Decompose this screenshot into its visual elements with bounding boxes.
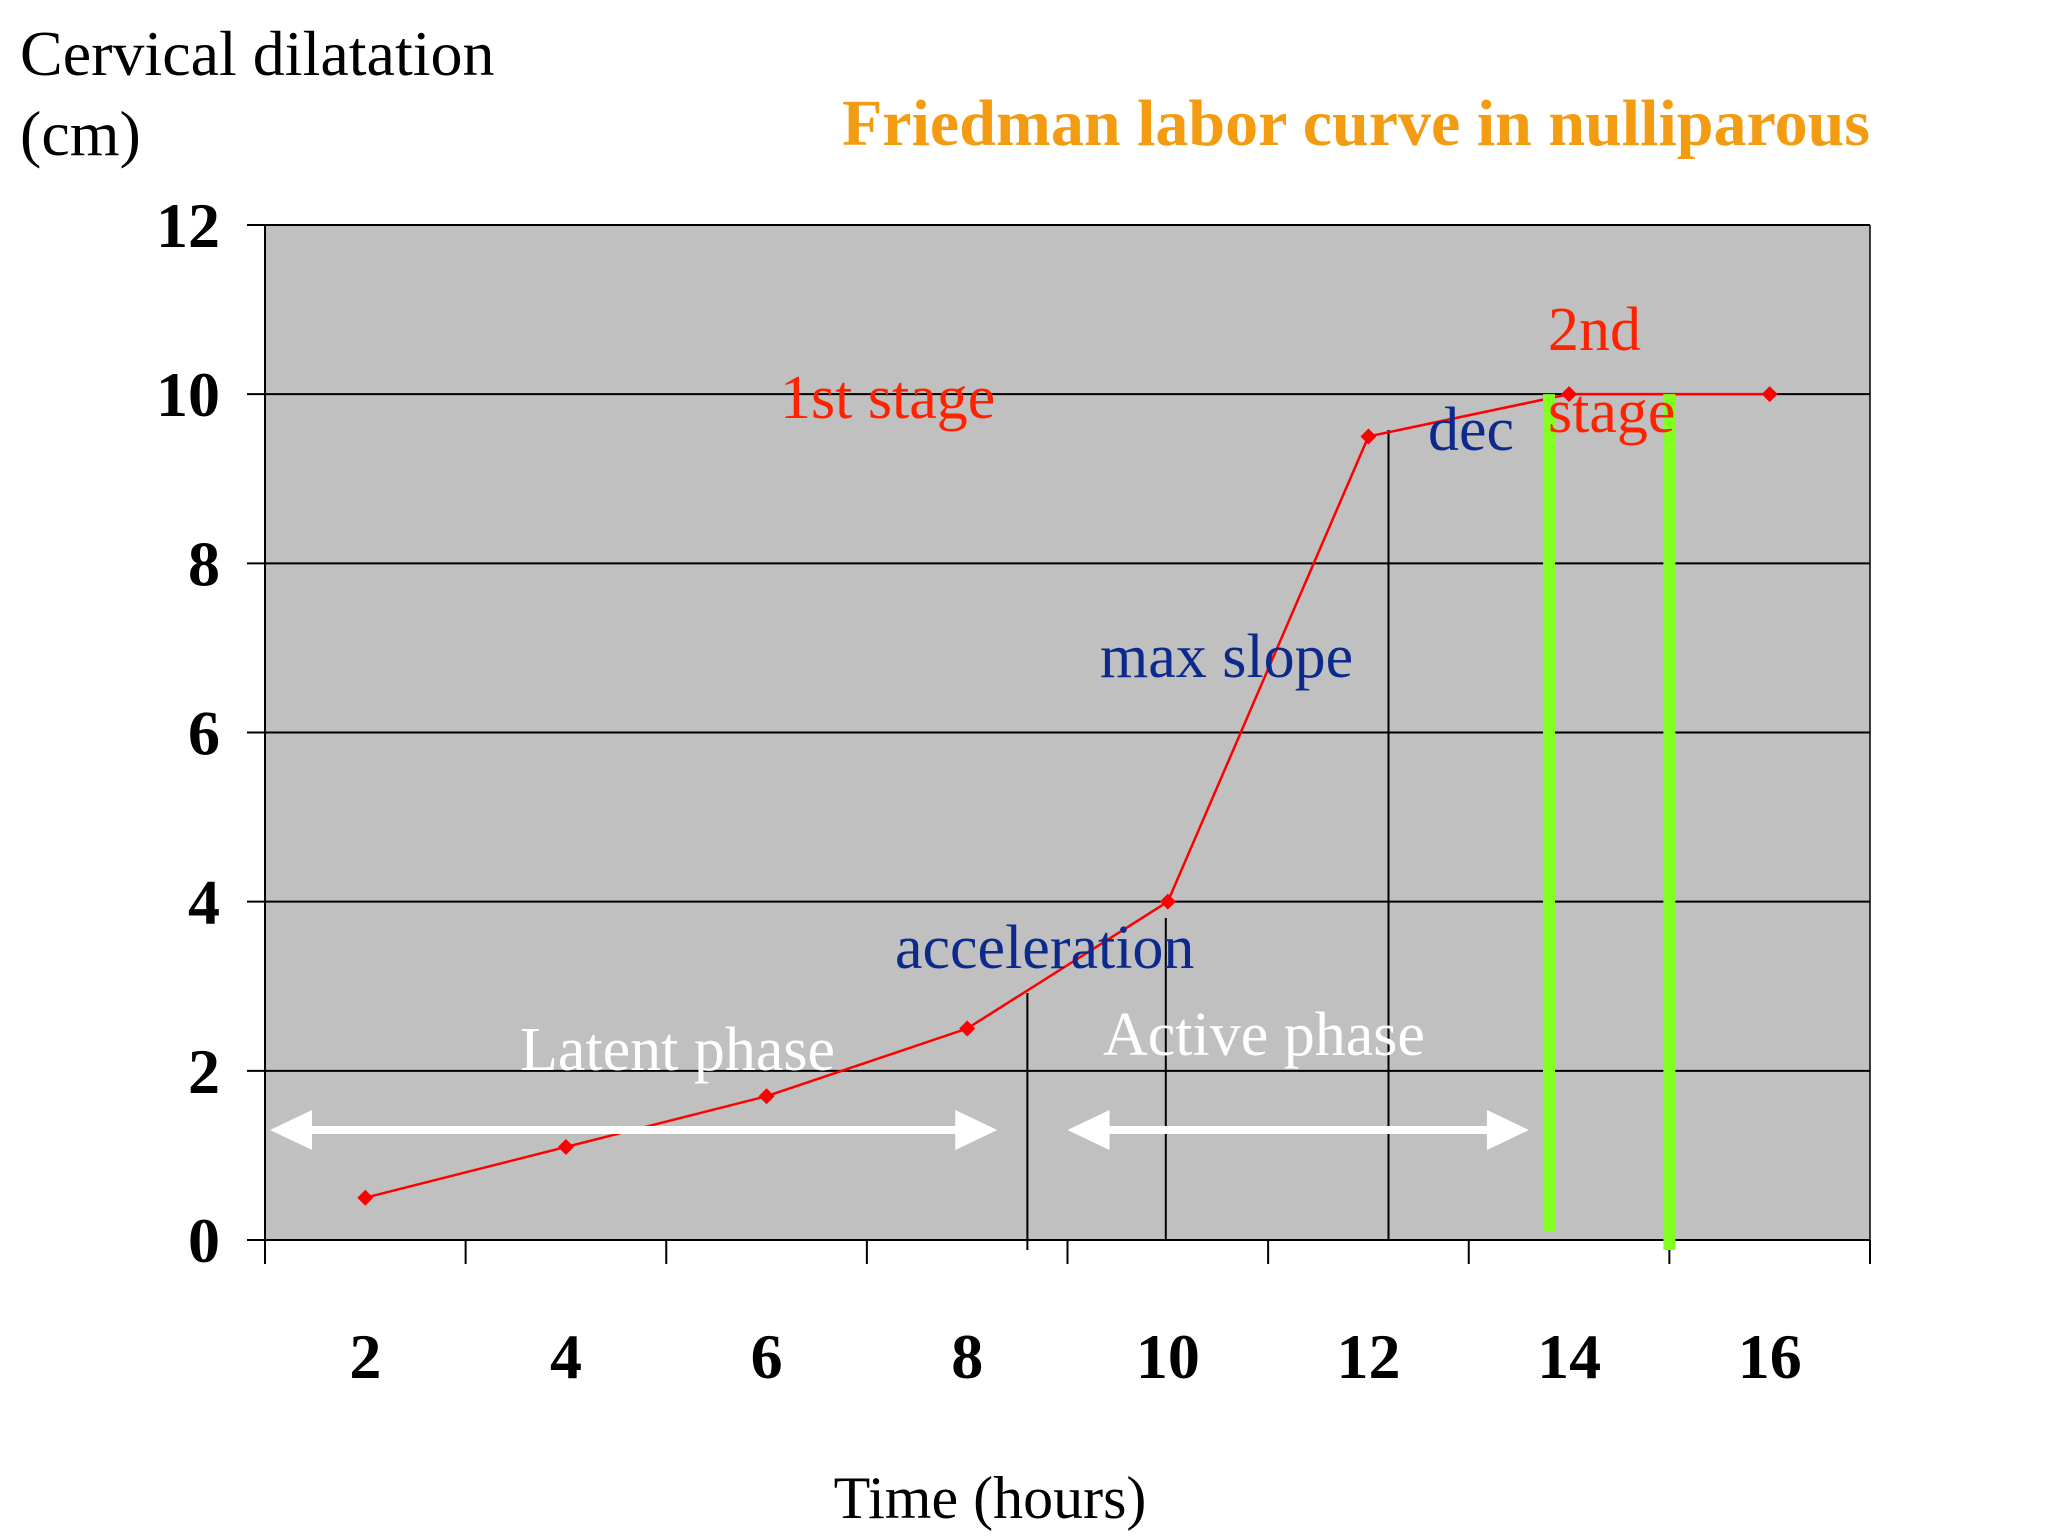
dilatation-markers [357, 386, 1778, 1206]
x-tick-label-4: 4 [550, 1321, 582, 1392]
data-point-6 [1561, 386, 1578, 403]
phase-dividers [1026, 430, 1390, 1250]
stage-markers [1543, 394, 1676, 1250]
active-phase-arrow-head-right [1486, 1110, 1529, 1151]
x-tick-label-2: 2 [349, 1321, 381, 1392]
data-point-1 [557, 1138, 574, 1155]
x-tick-label-8: 8 [951, 1321, 983, 1392]
y-tick-label-8: 8 [188, 528, 220, 599]
axes [247, 224, 1871, 1264]
latent-phase-arrow-head-left [270, 1110, 313, 1151]
active-phase-arrow-head-left [1067, 1110, 1110, 1151]
data-point-2 [758, 1088, 775, 1105]
first-stage-label: 1st stage [780, 364, 995, 432]
max-slope-label: max slope [1100, 623, 1353, 691]
chart-title: Friedman labor curve in nulliparous [842, 87, 1870, 160]
y-tick-labels: 0 2 4 6 8 10 12 [156, 190, 220, 1276]
data-point-4 [1159, 893, 1176, 910]
y-tick-label-4: 4 [188, 867, 220, 938]
latent-phase-arrow-head-right [955, 1110, 998, 1151]
x-tick-label-12: 12 [1336, 1321, 1400, 1392]
second-stage-label-line-1: 2nd [1548, 296, 1641, 364]
x-tick-label-10: 10 [1136, 1321, 1200, 1392]
phase-arrows [270, 1110, 1529, 1151]
x-tick-label-6: 6 [751, 1321, 783, 1392]
y-tick-label-6: 6 [188, 698, 220, 769]
dilatation-series-line [365, 392, 1770, 1199]
x-tick-label-14: 14 [1537, 1321, 1601, 1392]
grid-lines [265, 224, 1870, 1072]
y-tick-label-0: 0 [188, 1205, 220, 1276]
data-point-7 [1761, 386, 1778, 403]
acceleration-label: acceleration [895, 914, 1194, 982]
second-stage-label-line-2: stage [1548, 378, 1675, 446]
y-tick-label-12: 12 [156, 190, 220, 261]
data-point-0 [357, 1189, 374, 1206]
active-phase-label: Active phase [1103, 1001, 1425, 1069]
y-axis-label-line-2: (cm) [20, 98, 141, 169]
x-tick-labels: 2 4 6 8 10 12 14 16 [349, 1321, 1801, 1392]
y-axis-label-line-1: Cervical dilatation [20, 18, 495, 89]
deceleration-label: dec [1428, 396, 1514, 464]
latent-phase-label: Latent phase [520, 1016, 835, 1084]
y-tick-label-10: 10 [156, 359, 220, 430]
latent-phase-arrow [270, 1110, 998, 1151]
data-point-5 [1360, 428, 1377, 445]
x-axis-label: Time (hours) [834, 1465, 1147, 1531]
active-phase-arrow [1067, 1110, 1529, 1151]
data-point-3 [959, 1020, 976, 1037]
x-tick-label-16: 16 [1738, 1321, 1802, 1392]
y-tick-label-2: 2 [188, 1036, 220, 1107]
